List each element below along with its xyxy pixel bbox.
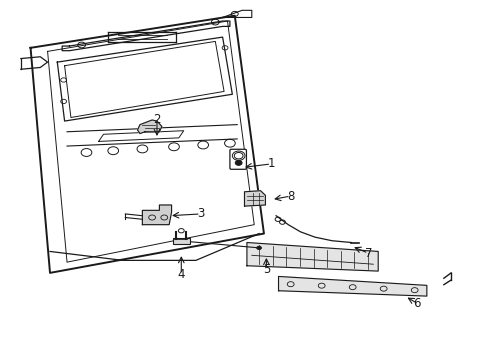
Circle shape — [235, 160, 242, 165]
Text: 8: 8 — [286, 190, 294, 203]
Circle shape — [256, 246, 261, 249]
Text: 7: 7 — [364, 247, 371, 260]
Polygon shape — [244, 191, 265, 206]
Polygon shape — [278, 276, 426, 296]
Polygon shape — [142, 205, 171, 225]
FancyBboxPatch shape — [172, 238, 190, 244]
Text: 1: 1 — [267, 157, 274, 170]
Polygon shape — [137, 120, 162, 134]
Text: 3: 3 — [197, 207, 204, 220]
Text: 5: 5 — [262, 263, 269, 276]
FancyBboxPatch shape — [229, 149, 246, 169]
Text: 2: 2 — [153, 113, 161, 126]
Text: 6: 6 — [412, 297, 420, 310]
Polygon shape — [246, 243, 377, 271]
Text: 4: 4 — [177, 268, 184, 281]
